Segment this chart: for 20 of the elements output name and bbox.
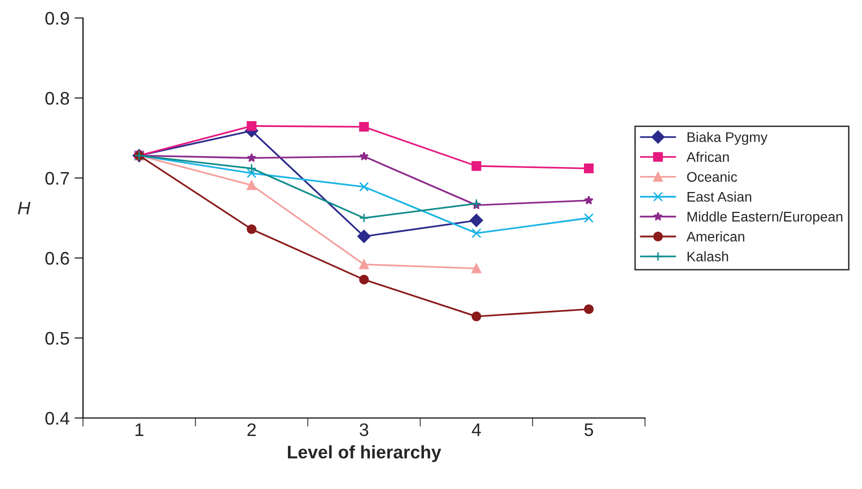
x-tick-label: 4 (472, 424, 481, 436)
x-tick-label: 3 (360, 423, 368, 436)
legend-label: Middle Eastern/European (688, 211, 842, 224)
x-tick-label: 5 (584, 424, 594, 436)
legend-label: Biaka Pygmy (688, 132, 768, 145)
x-axis-title: Level of hierarchy (288, 445, 442, 462)
legend-label: American (686, 231, 744, 242)
legend-label: Oceanic (687, 172, 738, 182)
y-tick-label: 0.6 (45, 252, 70, 265)
y-tick-label: 0.8 (45, 92, 70, 105)
y-tick-label: 0.7 (45, 172, 69, 185)
y-axis-title: H (18, 202, 30, 214)
y-tick-label: 0.5 (45, 332, 70, 345)
x-tick-label: 2 (247, 423, 256, 436)
y-tick-label: 0.4 (45, 412, 70, 425)
legend-label: African (686, 152, 729, 162)
legend-label: East Asian (688, 192, 752, 202)
y-tick-label: 0.9 (45, 12, 69, 25)
x-tick-label: 1 (136, 424, 144, 436)
legend-label: Kalash (688, 251, 728, 262)
